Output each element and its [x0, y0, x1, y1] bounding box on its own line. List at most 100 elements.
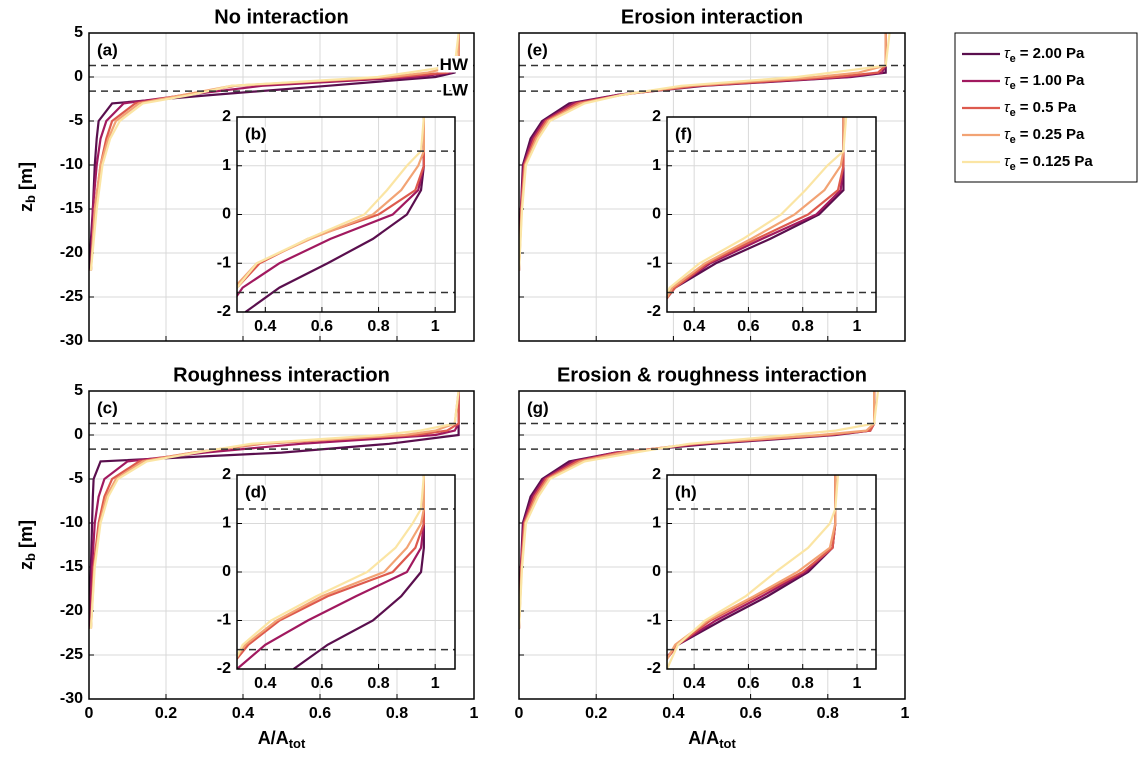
x-tick-label: 0.6 — [311, 318, 333, 335]
legend-label: = 2.00 Pa — [1020, 45, 1085, 62]
y-axis-label-unit: [m] — [16, 520, 36, 548]
y-axis-label: zb [m] — [16, 520, 39, 570]
y-tick-label: 0 — [652, 206, 661, 223]
legend-symbol: τ — [1004, 99, 1011, 116]
x-tick-label: 1 — [431, 675, 440, 692]
axes-box — [518, 390, 906, 700]
x-tick-label: 0.6 — [737, 318, 759, 335]
y-tick-label: 1 — [222, 515, 231, 532]
y-tick-label: -2 — [647, 660, 661, 677]
y-tick-label: -1 — [217, 254, 231, 271]
x-tick-label: 0.2 — [585, 705, 607, 722]
x-tick-label: 0.8 — [817, 705, 839, 722]
profile-line — [237, 475, 425, 660]
y-tick-label: -25 — [60, 288, 83, 305]
x-tick-label: 0.6 — [309, 705, 331, 722]
legend-label: = 0.25 Pa — [1020, 126, 1085, 143]
x-tick-label: 0.6 — [311, 675, 333, 692]
legend-label: = 0.125 Pa — [1020, 153, 1094, 170]
x-axis-label: A/Atot — [688, 728, 736, 752]
profile-line — [89, 33, 460, 271]
x-axis-label-sub: tot — [719, 736, 736, 751]
inset-panel: 0.4 0.6 0.8 1 -2 -1 0 1 2 (b) — [217, 108, 456, 335]
x-tick-label: 0.4 — [254, 675, 276, 692]
profile-line — [237, 475, 425, 659]
legend-entry: τe = 0.5 Pa — [1004, 99, 1077, 119]
panel-label: (e) — [527, 40, 548, 59]
axes-box — [88, 32, 475, 342]
legend-symbol: τ — [1004, 126, 1011, 143]
panel-label: (g) — [527, 398, 549, 417]
profile-line — [89, 391, 460, 629]
y-tick-label: 0 — [652, 563, 661, 580]
axes-box — [518, 32, 906, 342]
legend-symbol-sub: e — [1010, 134, 1016, 146]
lines — [89, 33, 460, 271]
water-level-label: LW — [443, 81, 469, 100]
axes-box — [236, 116, 456, 313]
profile-line — [519, 391, 880, 629]
x-axis-label-main: A/A — [258, 728, 289, 748]
panel-title: Erosion interaction — [621, 6, 803, 28]
axes-box — [88, 390, 475, 700]
y-tick-label: 1 — [652, 515, 661, 532]
panel-title: Roughness interaction — [173, 364, 390, 386]
y-tick-label: -1 — [647, 612, 661, 629]
x-axis-label: A/Atot — [258, 728, 306, 752]
y-tick-label: 1 — [652, 157, 661, 174]
profile-line — [237, 117, 425, 291]
y-tick-label: 5 — [74, 382, 83, 399]
x-axis-label-sub: tot — [289, 736, 306, 751]
legend-symbol-sub: e — [1010, 161, 1016, 173]
y-tick-label: -10 — [60, 156, 83, 173]
y-tick-label: -30 — [60, 332, 83, 349]
legend-symbol-sub: e — [1010, 80, 1016, 92]
legend-entry: τe = 0.125 Pa — [1004, 153, 1093, 173]
y-tick-label: 5 — [74, 24, 83, 41]
y-tick-label: 0 — [74, 426, 83, 443]
lines — [519, 33, 891, 271]
x-tick-label: 0.8 — [792, 318, 814, 335]
x-tick-label: 1 — [853, 318, 862, 335]
x-tick-label: 0.8 — [367, 675, 389, 692]
x-tick-label: 0 — [515, 705, 524, 722]
panel-label: (f) — [675, 124, 692, 143]
profile-line — [667, 117, 845, 300]
y-tick-label: -15 — [60, 558, 83, 575]
panel-label: (b) — [245, 124, 267, 143]
inset-panel: 0.4 0.6 0.8 1 -2 -1 0 1 2 (d) — [217, 466, 456, 692]
y-tick-label: 2 — [222, 466, 231, 483]
x-tick-label: 0.6 — [737, 675, 759, 692]
x-tick-label: 1 — [431, 318, 440, 335]
inset-panel: 0.4 0.6 0.8 1 -2 -1 0 1 2 (h) — [647, 466, 877, 692]
x-axis-label-main: A/A — [688, 728, 719, 748]
y-tick-label: 2 — [222, 108, 231, 125]
x-tick-label: 0.2 — [155, 705, 177, 722]
water-level-label: HW — [440, 55, 469, 74]
profile-line — [237, 117, 425, 287]
y-tick-label: -2 — [217, 660, 231, 677]
x-tick-label: 0 — [85, 705, 94, 722]
x-tick-label: 0.4 — [254, 318, 276, 335]
y-tick-label: -1 — [217, 612, 231, 629]
legend-symbol: τ — [1004, 45, 1011, 62]
profile-line — [89, 391, 460, 629]
x-tick-label: 1 — [470, 705, 479, 722]
legend-entry: τe = 1.00 Pa — [1004, 72, 1085, 92]
profile-line — [667, 117, 848, 297]
y-tick-label: 2 — [652, 466, 661, 483]
lines — [89, 391, 460, 629]
y-tick-label: 0 — [222, 206, 231, 223]
legend-symbol: τ — [1004, 72, 1011, 89]
x-tick-label: 0.4 — [683, 318, 705, 335]
legend-symbol-sub: e — [1010, 107, 1016, 119]
x-tick-label: 0.4 — [232, 705, 254, 722]
y-tick-label: -5 — [69, 112, 83, 129]
x-tick-label: 0.6 — [739, 705, 761, 722]
x-tick-label: 0.8 — [386, 705, 408, 722]
axes-box — [666, 474, 877, 670]
y-tick-label: 0 — [222, 563, 231, 580]
legend-label: = 1.00 Pa — [1020, 72, 1085, 89]
legend-label: = 0.5 Pa — [1020, 99, 1077, 116]
y-tick-label: 0 — [74, 68, 83, 85]
